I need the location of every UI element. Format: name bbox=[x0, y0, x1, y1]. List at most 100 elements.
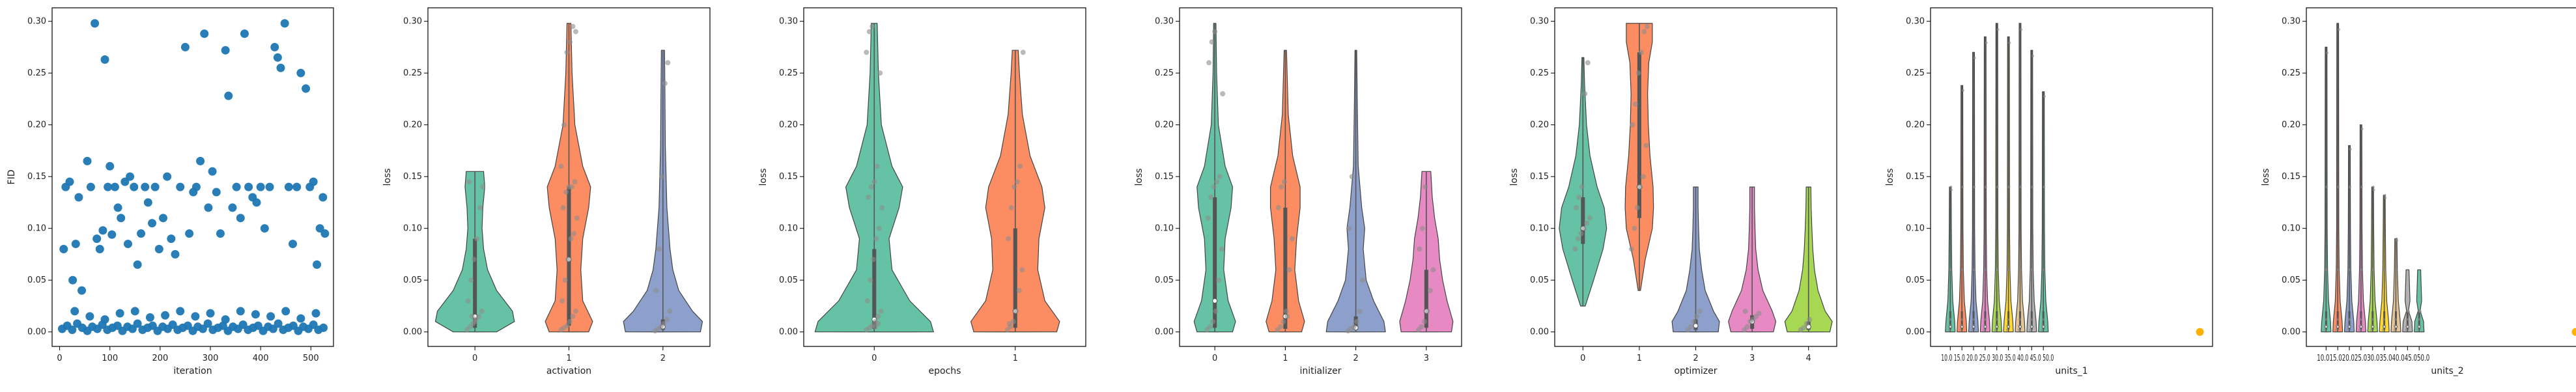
strip-point bbox=[1216, 277, 1222, 283]
scatter-point bbox=[98, 226, 107, 235]
y-axis-label: loss bbox=[1509, 168, 1520, 186]
x-tick-label: 1 bbox=[566, 354, 571, 363]
scatter-point bbox=[204, 203, 213, 212]
violin-median bbox=[1693, 323, 1699, 329]
x-axis-label: epochs bbox=[929, 366, 961, 376]
strip-point bbox=[480, 184, 486, 190]
chart-panel-6: 0.00 0.05 0.10 0.15 0.20 0.25 0.30 loss units_21… bbox=[2261, 7, 2576, 376]
strip-point bbox=[560, 204, 566, 210]
strip-point bbox=[567, 318, 573, 324]
strip-point bbox=[476, 313, 482, 319]
scatter-point bbox=[137, 229, 146, 238]
y-tick-label: 0.30 bbox=[403, 17, 422, 27]
strip-point bbox=[1801, 325, 1807, 331]
strip-point bbox=[1582, 91, 1588, 96]
strip-point bbox=[2370, 324, 2373, 328]
chart-panel-5: 0.00 0.05 0.10 0.15 0.20 0.25 0.30 loss units_11… bbox=[1885, 7, 2213, 376]
strip-point bbox=[873, 236, 879, 242]
scatter-point bbox=[320, 229, 330, 238]
strip-point bbox=[1996, 28, 2000, 31]
scatter-point bbox=[302, 84, 311, 93]
strip-point bbox=[1973, 186, 1976, 189]
strip-point bbox=[656, 246, 662, 252]
chart-panel-2: 0.00 0.05 0.10 0.15 0.20 0.25 0.30 loss epochs 0 1 bbox=[758, 7, 1086, 376]
strip-point bbox=[2347, 324, 2350, 328]
strip-point bbox=[2018, 324, 2021, 328]
scatter-point bbox=[311, 309, 320, 318]
strip-point bbox=[1013, 308, 1019, 314]
strip-point bbox=[1948, 324, 1951, 328]
strip-point bbox=[573, 308, 578, 314]
strip-point bbox=[569, 184, 574, 190]
x-tick-label: 1 bbox=[1282, 354, 1288, 363]
strip-point bbox=[1640, 174, 1646, 180]
y-tick-label: 0.30 bbox=[779, 17, 798, 27]
strip-point bbox=[1638, 49, 1644, 55]
strip-point bbox=[1744, 324, 1750, 329]
strip-point bbox=[477, 204, 483, 210]
y-tick-label: 0.05 bbox=[1155, 275, 1174, 285]
strip-point bbox=[2417, 318, 2420, 321]
strip-point bbox=[2018, 318, 2021, 321]
strip-point bbox=[1019, 267, 1025, 273]
strip-point bbox=[1959, 324, 1962, 328]
scatter-point bbox=[86, 182, 95, 191]
strip-point bbox=[1961, 186, 1964, 189]
strip-point bbox=[2041, 328, 2044, 331]
scatter-point bbox=[71, 240, 80, 249]
strip-point bbox=[1628, 246, 1634, 252]
strip-point bbox=[1632, 225, 1637, 231]
y-tick-label: 0.30 bbox=[1530, 17, 1549, 27]
scatter-point bbox=[117, 214, 126, 223]
scatter-point bbox=[185, 229, 194, 238]
strip-point bbox=[2383, 193, 2386, 197]
scatter-point bbox=[126, 172, 135, 181]
y-tick-label: 0.10 bbox=[1906, 224, 1925, 234]
strip-point bbox=[469, 313, 475, 319]
strip-point bbox=[2371, 268, 2375, 272]
strip-point bbox=[2347, 318, 2351, 321]
strip-point bbox=[574, 215, 580, 221]
scatter-point bbox=[176, 182, 185, 191]
strip-point bbox=[2407, 310, 2411, 313]
strip-point bbox=[571, 231, 576, 236]
scatter-point bbox=[196, 156, 205, 165]
strip-point bbox=[2337, 28, 2340, 31]
scatter-point bbox=[228, 203, 237, 212]
strip-point bbox=[2030, 268, 2033, 272]
scatter-point bbox=[167, 234, 176, 244]
scatter-point bbox=[266, 312, 276, 321]
strip-point bbox=[1984, 268, 1987, 272]
x-axis-label: optimizer bbox=[1674, 366, 1717, 376]
strip-point bbox=[1691, 318, 1697, 324]
x-tick-label: 4 bbox=[1806, 354, 1811, 363]
strip-point bbox=[2041, 324, 2044, 328]
strip-point bbox=[2396, 239, 2399, 242]
strip-point bbox=[877, 70, 883, 76]
strip-point bbox=[1637, 184, 1643, 190]
strip-point bbox=[1346, 225, 1352, 231]
y-axis-label: loss bbox=[382, 168, 393, 186]
scatter-point bbox=[70, 307, 79, 316]
y-tick-label: 0.00 bbox=[779, 328, 798, 337]
strip-point bbox=[2394, 318, 2397, 321]
strip-point bbox=[1354, 318, 1360, 324]
strip-point bbox=[2382, 324, 2385, 328]
x-tick-label: 0 bbox=[871, 354, 877, 363]
y-tick-label: 0.15 bbox=[1155, 172, 1174, 182]
strip-point bbox=[2017, 328, 2020, 331]
strip-point bbox=[1960, 268, 1964, 272]
strip-point bbox=[2394, 324, 2397, 328]
x-tick-label: 0 bbox=[57, 354, 62, 363]
violin-box bbox=[872, 249, 877, 329]
strip-point bbox=[2372, 188, 2375, 191]
strip-point bbox=[871, 179, 877, 185]
strip-point bbox=[1213, 308, 1219, 314]
y-tick-label: 0.05 bbox=[2282, 275, 2300, 285]
outlier-point bbox=[2571, 328, 2576, 336]
scatter-point bbox=[141, 182, 150, 191]
violin-box bbox=[473, 238, 477, 328]
strip-point bbox=[870, 257, 876, 262]
strip-point bbox=[2349, 186, 2352, 189]
strip-point bbox=[474, 236, 480, 242]
